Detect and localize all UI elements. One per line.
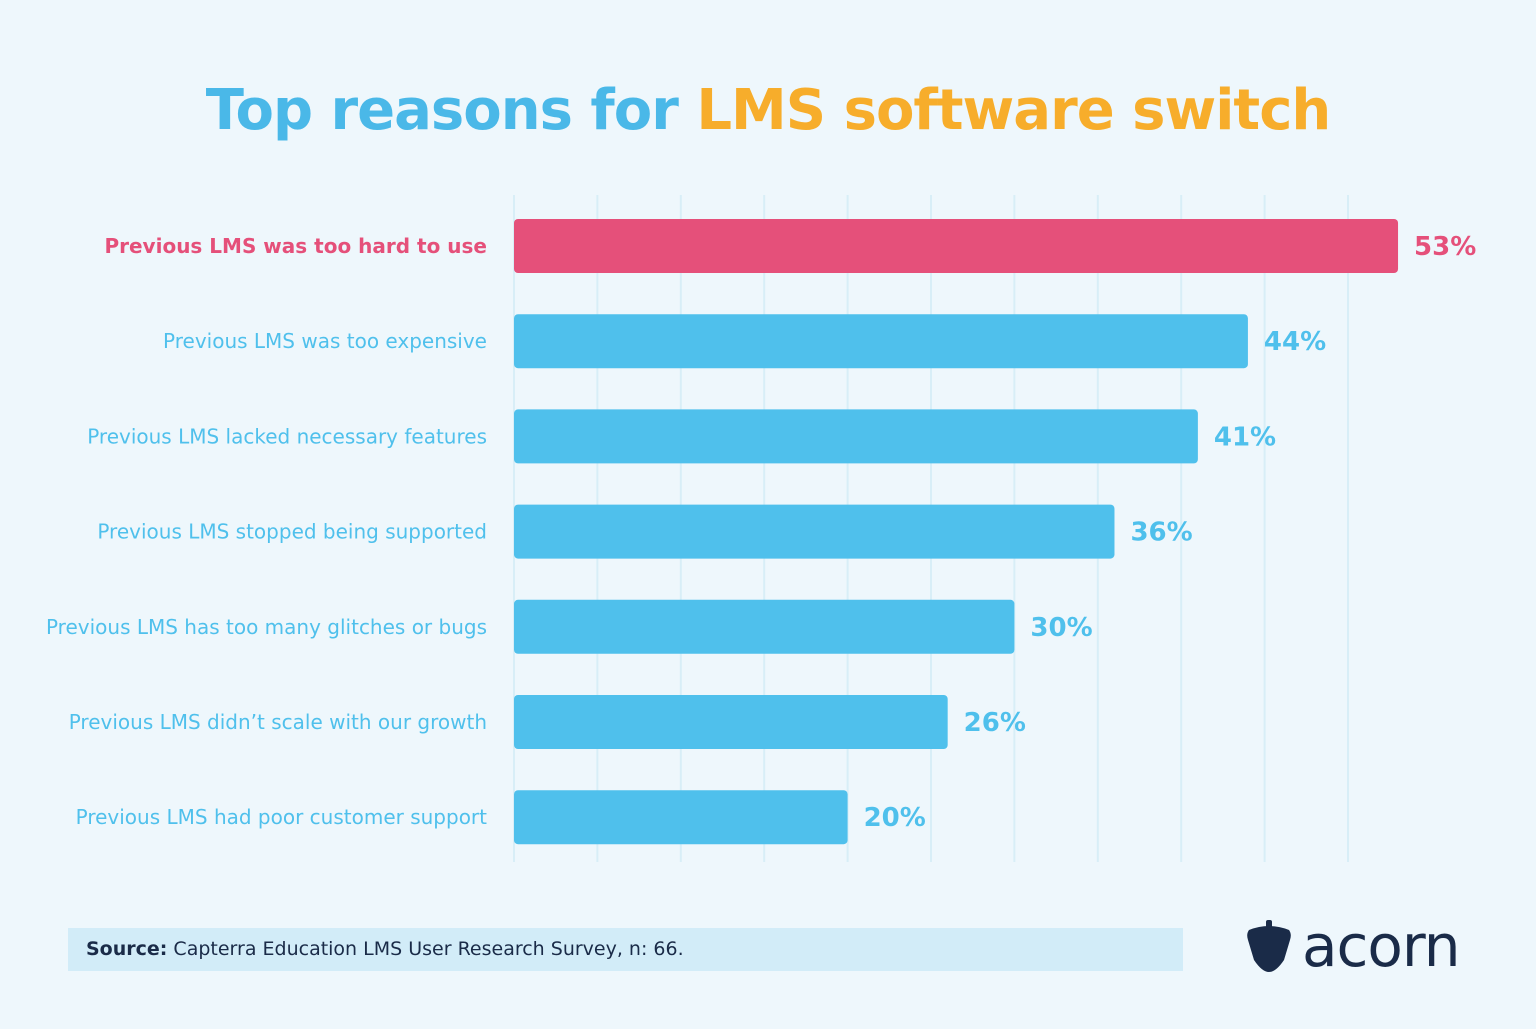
bar <box>514 599 1015 654</box>
title-part-orange: LMS software switch <box>696 78 1331 143</box>
category-label: Previous LMS lacked necessary features <box>87 424 487 448</box>
value-label: 44% <box>1264 327 1326 357</box>
value-label: 20% <box>864 803 926 833</box>
source-note: Source: Capterra Education LMS User Rese… <box>68 928 1183 971</box>
source-text: Capterra Education LMS User Research Sur… <box>167 938 684 960</box>
acorn-icon <box>1247 920 1291 972</box>
chart-title: Top reasons for LMS software switch <box>0 78 1536 143</box>
bar <box>514 695 948 749</box>
category-label: Previous LMS has too many glitches or bu… <box>46 615 487 639</box>
value-label: 41% <box>1214 422 1276 452</box>
value-label: 30% <box>1030 613 1092 643</box>
source-label: Source: <box>86 938 168 960</box>
category-label: Previous LMS was too expensive <box>163 329 487 353</box>
bar <box>514 314 1248 369</box>
logo-text: acorn <box>1302 912 1461 980</box>
bar <box>514 504 1115 559</box>
category-label: Previous LMS had poor customer support <box>76 805 488 829</box>
value-label: 53% <box>1414 232 1476 262</box>
category-label: Previous LMS didn’t scale with our growt… <box>69 710 487 734</box>
value-label: 26% <box>964 708 1026 738</box>
bar <box>514 219 1399 273</box>
category-label: Previous LMS stopped being supported <box>97 520 487 544</box>
bar <box>514 790 848 845</box>
value-label: 36% <box>1130 518 1192 548</box>
title-part-blue: Top reasons for <box>205 78 697 143</box>
acorn-logo: acorn <box>1246 912 1461 980</box>
bar <box>514 409 1198 464</box>
category-label: Previous LMS was too hard to use <box>104 234 487 258</box>
bar-chart: Previous LMS was too hard to use 53% Previ… <box>46 195 1476 862</box>
